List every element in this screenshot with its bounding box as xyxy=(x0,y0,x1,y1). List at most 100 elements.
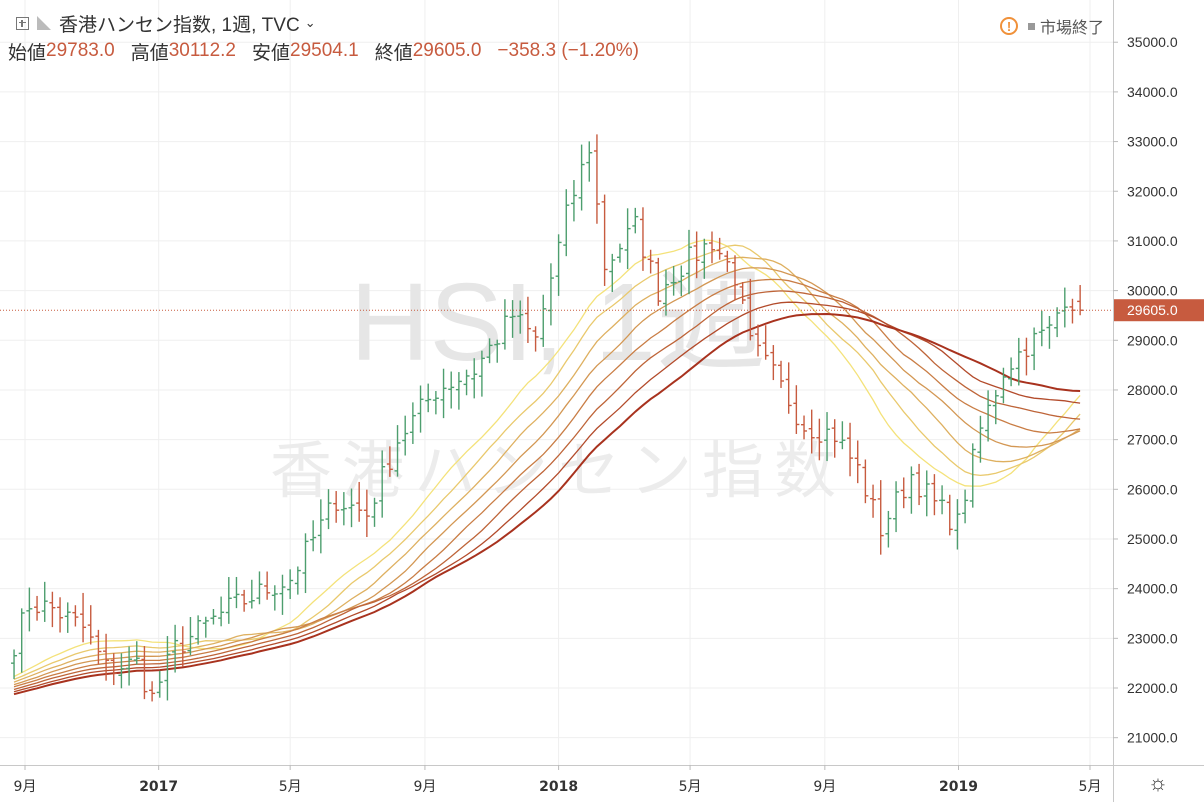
ohlc-bar xyxy=(885,510,892,548)
ohlc-bar xyxy=(900,477,907,509)
y-tick-label: 24000.0 xyxy=(1127,581,1178,597)
ohlc-bar xyxy=(363,489,370,538)
ohlc-bar xyxy=(916,463,923,506)
y-tick-label: 31000.0 xyxy=(1127,233,1178,249)
ohlc-bar xyxy=(271,585,278,611)
ohlc-bar xyxy=(64,602,71,633)
ohlc-bar xyxy=(264,571,271,600)
ohlc-bar xyxy=(49,591,56,628)
ohlc-values: 始値 29783.0 高値 30112.2 安値 29504.1 終値 2960… xyxy=(8,38,639,64)
ohlc-bar xyxy=(962,489,969,524)
ohlc-bar xyxy=(348,488,355,528)
x-tick-label: 9月 xyxy=(14,779,37,795)
ohlc-bar xyxy=(570,180,577,222)
ohlc-bar xyxy=(1069,298,1076,324)
ohlc-bar xyxy=(302,533,309,594)
ohlc-bar xyxy=(639,207,646,271)
last-price-box xyxy=(1114,299,1204,322)
ohlc-bar xyxy=(225,577,232,624)
ohlc-bar xyxy=(11,649,18,680)
ohlc-bar xyxy=(831,419,838,458)
ohlc-bar xyxy=(1008,357,1015,387)
y-tick-label: 28000.0 xyxy=(1127,382,1178,398)
y-tick-label: 35000.0 xyxy=(1127,34,1178,50)
ohlc-bar xyxy=(118,653,125,689)
settings-gear-icon[interactable]: ☼ xyxy=(1147,770,1168,795)
ohlc-bar xyxy=(923,470,930,517)
ohlc-bar xyxy=(141,646,148,700)
ohlc-bar xyxy=(870,484,877,518)
ohlc-bar xyxy=(555,234,562,296)
x-tick-label: 5月 xyxy=(679,779,702,795)
ohlc-bar xyxy=(1015,337,1022,386)
open-label: 始値 xyxy=(8,42,47,64)
y-tick-label: 32000.0 xyxy=(1127,183,1178,199)
ohlc-bar xyxy=(977,415,984,463)
ohlc-bar xyxy=(80,592,87,643)
time-axis[interactable]: 9月 2017 5月 9月 2018 5月 9月 2019 5月 xyxy=(0,765,1204,795)
ohlc-bar xyxy=(156,670,163,698)
watermark-name: 香港ハンセン指数 xyxy=(270,434,846,507)
ohlc-bar xyxy=(287,569,294,600)
ohlc-bar xyxy=(739,282,746,304)
ohlc-bar xyxy=(969,443,976,508)
ohlc-bar xyxy=(770,345,777,381)
ohlc-bar xyxy=(616,243,623,263)
high-label: 高値 xyxy=(130,42,169,64)
ma-line-20 xyxy=(13,239,1081,678)
ohlc-bar xyxy=(187,616,194,656)
y-tick-label: 23000.0 xyxy=(1127,630,1178,646)
warning-icon[interactable]: ! xyxy=(999,17,1018,35)
ohlc-bar xyxy=(164,636,171,701)
ohlc-bar xyxy=(72,605,79,627)
ohlc-bar xyxy=(1061,287,1068,328)
ohlc-bar xyxy=(41,581,48,622)
ohlc-bar xyxy=(432,391,439,415)
ohlc-bar xyxy=(494,339,501,363)
ohlc-bar xyxy=(340,492,347,526)
flag-icon[interactable] xyxy=(37,16,51,30)
ohlc-bar xyxy=(103,633,110,681)
ohlc-bar xyxy=(839,421,846,450)
y-tick-label: 29000.0 xyxy=(1127,332,1178,348)
close-label: 終値 xyxy=(374,42,413,64)
ohlc-bar xyxy=(716,237,723,260)
ohlc-bar xyxy=(95,629,102,665)
x-tick-label: 2018 xyxy=(539,779,578,795)
ohlc-bar xyxy=(586,141,593,182)
ohlc-bar xyxy=(133,641,140,665)
ohlc-bar xyxy=(778,360,785,388)
change-value: −358.3 (−1.20%) xyxy=(497,40,639,61)
high-value: 30112.2 xyxy=(168,40,236,61)
x-tick-label: 2017 xyxy=(139,779,178,795)
ohlc-bar xyxy=(448,371,455,409)
ohlc-bar xyxy=(478,350,485,397)
collapse-plus-icon[interactable] xyxy=(16,16,29,30)
ohlc-bar xyxy=(601,194,608,286)
ma-line-45 xyxy=(13,290,1081,691)
low-label: 安値 xyxy=(252,42,291,64)
ohlc-bar xyxy=(755,324,762,357)
ohlc-bar xyxy=(524,296,531,344)
ohlc-bar xyxy=(985,390,992,442)
ohlc-bar xyxy=(248,579,255,609)
x-tick-label: 5月 xyxy=(1079,779,1102,795)
ohlc-bar xyxy=(609,253,616,293)
ohlc-bar xyxy=(57,597,64,633)
ohlc-bar xyxy=(202,616,209,638)
ohlc-bar xyxy=(471,358,478,399)
ohlc-bar xyxy=(824,412,831,462)
price-axis[interactable]: 21000.0 22000.0 23000.0 24000.0 25000.0 26000… xyxy=(1113,0,1178,802)
chevron-down-icon[interactable]: ⌄ xyxy=(304,15,316,30)
ma-ribbon xyxy=(13,239,1081,696)
ohlc-bar xyxy=(1000,367,1007,404)
ohlc-bar xyxy=(356,481,363,522)
ohlc-bar xyxy=(854,440,861,484)
ohlc-bar xyxy=(893,481,900,533)
ohlc-bar xyxy=(992,390,999,425)
symbol-title[interactable]: 香港ハンセン指数, 1週, TVC xyxy=(59,14,300,36)
x-tick-label: 9月 xyxy=(413,779,436,795)
ohlc-bar xyxy=(149,681,156,702)
ohlc-bar xyxy=(747,278,754,341)
